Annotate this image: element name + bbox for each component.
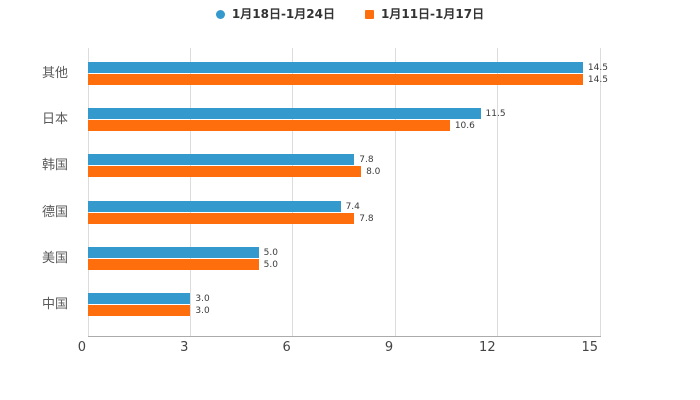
bar-value-label: 7.8 [359, 155, 374, 166]
legend-item[interactable]: 1月11日-1月17日 [365, 5, 484, 23]
bar-value-label: 7.8 [359, 213, 374, 224]
bar-value-label: 14.5 [587, 74, 608, 85]
gridline [292, 48, 294, 336]
gridline [599, 48, 601, 336]
bar[interactable] [88, 154, 355, 166]
bar[interactable] [88, 166, 362, 178]
category-label: 韩国 [41, 158, 68, 174]
bar[interactable] [88, 61, 583, 73]
bar[interactable] [88, 212, 355, 224]
legend-item[interactable]: 1月18日-1月24日 [215, 5, 335, 23]
bar-value-label: 8.0 [366, 167, 381, 178]
x-axis-line [88, 336, 601, 337]
bar-value-label: 10.6 [454, 120, 475, 131]
x-tick-label: 9 [384, 340, 394, 355]
legend-marker-circle [215, 9, 225, 19]
bar[interactable] [88, 305, 191, 317]
bar-value-label: 11.5 [485, 108, 506, 119]
x-tick-label: 0 [77, 340, 86, 355]
x-tick-label: 12 [479, 340, 496, 355]
bar-value-label: 5.0 [263, 248, 278, 258]
category-label: 德国 [41, 204, 68, 220]
bar-value-label: 14.5 [587, 62, 608, 73]
gridline [394, 48, 396, 336]
bar[interactable] [88, 119, 450, 131]
bar[interactable] [88, 73, 583, 85]
x-tick-label: 15 [581, 340, 598, 355]
bar-value-label: 5.0 [263, 260, 278, 270]
legend-marker-square [365, 9, 374, 19]
bar-value-label: 3.0 [195, 294, 210, 305]
bar[interactable] [88, 259, 259, 270]
legend-label: 1月11日-1月17日 [381, 7, 485, 21]
legend-label: 1月18日-1月24日 [231, 7, 335, 21]
bar-value-label: 7.4 [345, 201, 360, 212]
x-tick-label: 6 [282, 340, 291, 355]
x-tick-label: 3 [180, 340, 189, 355]
gridline [497, 48, 499, 336]
gridline [189, 48, 191, 336]
bar[interactable] [88, 200, 341, 212]
category-label: 中国 [41, 297, 68, 313]
category-label: 日本 [41, 111, 68, 127]
bar[interactable] [88, 247, 259, 258]
bar-value-label: 3.0 [195, 306, 210, 317]
bar[interactable] [88, 107, 481, 119]
category-label: 美国 [41, 251, 68, 266]
bar[interactable] [88, 293, 191, 305]
legend: 1月18日-1月24日 1月11日-1月17日 [0, 5, 700, 23]
category-label: 其他 [41, 65, 68, 81]
gridline [87, 48, 89, 336]
